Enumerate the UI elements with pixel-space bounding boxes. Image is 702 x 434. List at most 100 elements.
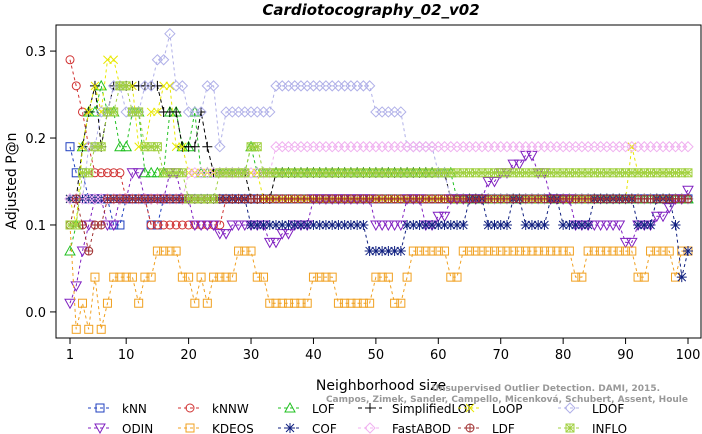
- data-point: [333, 298, 343, 308]
- y-tick-label: 0.0: [25, 306, 46, 321]
- data-point: [639, 272, 649, 282]
- legend-item-knn: kNN: [88, 402, 147, 416]
- data-point: [558, 219, 569, 230]
- data-point: [114, 140, 126, 152]
- data-point: [564, 219, 575, 230]
- data-point: [427, 246, 437, 256]
- data-point: [432, 211, 445, 223]
- legend-item-knnw: kNNW: [178, 402, 249, 416]
- data-point: [383, 272, 393, 282]
- data-point: [396, 168, 406, 178]
- data-point: [490, 168, 499, 178]
- data-point: [115, 272, 125, 282]
- data-point: [290, 298, 300, 308]
- data-point: [352, 298, 362, 308]
- data-point: [240, 168, 250, 178]
- series-ldf: [65, 194, 693, 256]
- data-point: [527, 246, 537, 256]
- data-point: [308, 272, 318, 282]
- data-point: [207, 220, 220, 232]
- data-point: [178, 168, 187, 178]
- data-point: [159, 220, 169, 230]
- data-point: [120, 140, 133, 152]
- data-point: [327, 219, 338, 230]
- data-point: [346, 298, 356, 308]
- data-point: [64, 298, 76, 310]
- data-point: [452, 219, 463, 230]
- data-point: [370, 246, 381, 257]
- data-point: [159, 168, 168, 178]
- legend-label: LoOP: [492, 402, 523, 416]
- data-point: [513, 159, 526, 171]
- data-point: [215, 168, 225, 178]
- data-point: [483, 246, 493, 256]
- data-point: [109, 107, 119, 117]
- data-point: [345, 219, 356, 230]
- data-point: [196, 272, 206, 282]
- data-point: [502, 246, 512, 256]
- data-point: [558, 168, 568, 178]
- data-point: [645, 219, 656, 230]
- data-point: [195, 220, 207, 232]
- data-point: [270, 237, 282, 249]
- data-point: [596, 246, 606, 256]
- data-point: [370, 220, 382, 232]
- data-point: [671, 168, 680, 178]
- data-point: [440, 168, 449, 178]
- data-point: [290, 168, 300, 178]
- data-point: [507, 159, 520, 171]
- data-point: [90, 272, 100, 282]
- data-point: [521, 168, 531, 178]
- x-tick-label: 20: [180, 348, 197, 363]
- data-point: [139, 166, 151, 178]
- data-point: [433, 246, 443, 256]
- data-point: [571, 272, 581, 282]
- data-point: [533, 246, 543, 256]
- data-point: [389, 246, 400, 257]
- data-point: [145, 80, 157, 92]
- data-point: [240, 246, 250, 256]
- data-point: [427, 219, 438, 230]
- data-point: [265, 168, 275, 178]
- series-line-cof: [70, 198, 689, 278]
- series-cof: [65, 193, 693, 283]
- data-point: [126, 168, 139, 179]
- data-point: [152, 220, 162, 230]
- data-point: [521, 246, 531, 256]
- data-point: [670, 219, 681, 230]
- data-point: [327, 168, 337, 178]
- data-point: [514, 246, 524, 256]
- data-point: [115, 81, 125, 91]
- data-point: [252, 219, 263, 230]
- y-axis-label: Adjusted P@n: [4, 132, 20, 229]
- data-point: [121, 272, 131, 282]
- data-point: [676, 272, 687, 283]
- data-point: [683, 246, 693, 257]
- data-point: [539, 246, 549, 256]
- data-point: [384, 168, 393, 178]
- data-point: [71, 194, 81, 204]
- data-point: [284, 168, 293, 178]
- data-point: [277, 168, 287, 178]
- data-point: [302, 219, 313, 230]
- data-point: [446, 272, 456, 282]
- data-point: [465, 246, 475, 256]
- data-point: [402, 168, 412, 178]
- data-point: [77, 298, 87, 308]
- data-point: [84, 247, 93, 256]
- data-point: [683, 168, 693, 178]
- data-point: [440, 246, 450, 256]
- data-point: [184, 194, 193, 204]
- data-point: [483, 219, 494, 230]
- data-point: [315, 272, 325, 282]
- data-point: [109, 272, 119, 282]
- data-point: [414, 219, 425, 230]
- data-point: [195, 106, 207, 118]
- data-point: [333, 219, 344, 230]
- data-point: [664, 246, 674, 256]
- data-point: [652, 168, 662, 178]
- data-point: [526, 219, 537, 230]
- data-point: [639, 219, 650, 230]
- data-point: [359, 168, 368, 178]
- data-point: [146, 220, 156, 230]
